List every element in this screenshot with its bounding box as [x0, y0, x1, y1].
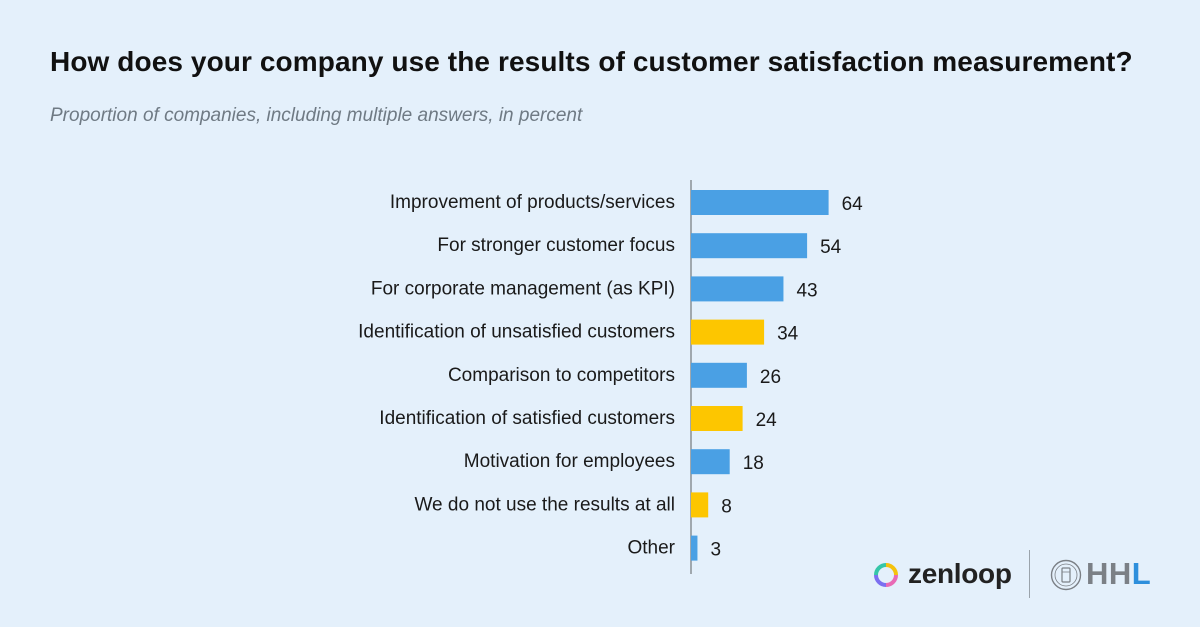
bar — [691, 406, 743, 431]
bar — [691, 319, 765, 345]
logo-divider — [1029, 550, 1030, 598]
category-label: We do not use the results at all — [414, 494, 675, 515]
value-label: 43 — [796, 280, 817, 301]
category-label: Improvement of products/services — [390, 192, 675, 213]
category-label: Comparison to competitors — [448, 365, 675, 386]
bar — [691, 492, 709, 518]
hhl-seal-icon — [1050, 559, 1082, 591]
value-label: 3 — [710, 540, 721, 561]
hhl-logo-text: HHL — [1086, 556, 1152, 591]
value-label: 24 — [756, 410, 778, 431]
category-label: Other — [627, 538, 675, 559]
category-label: For stronger customer focus — [437, 235, 675, 256]
category-label: Identification of unsatisfied customers — [358, 322, 675, 343]
chart-subtitle: Proportion of companies, including multi… — [50, 105, 583, 126]
value-label: 54 — [820, 237, 842, 258]
bar — [691, 449, 730, 475]
bar — [691, 362, 747, 388]
bar-chart: Improvement of products/services 64 For st… — [358, 180, 864, 574]
value-label: 64 — [842, 194, 864, 215]
value-label: 18 — [743, 453, 764, 474]
value-label: 26 — [760, 367, 781, 388]
value-label: 34 — [777, 324, 799, 345]
zenloop-logo-text: zenloop — [908, 558, 1012, 589]
chart-title: How does your company use the results of… — [50, 46, 1133, 77]
category-label: For corporate management (as KPI) — [371, 278, 675, 299]
category-label: Identification of satisfied customers — [379, 408, 675, 429]
zenloop-logo-icon — [874, 563, 898, 587]
bar — [691, 190, 829, 215]
logo-area: zenloop HHL — [870, 550, 1170, 600]
bar — [691, 535, 698, 561]
category-label: Motivation for employees — [464, 451, 675, 472]
bar — [691, 233, 808, 259]
value-label: 8 — [721, 496, 732, 517]
bar — [691, 276, 784, 302]
